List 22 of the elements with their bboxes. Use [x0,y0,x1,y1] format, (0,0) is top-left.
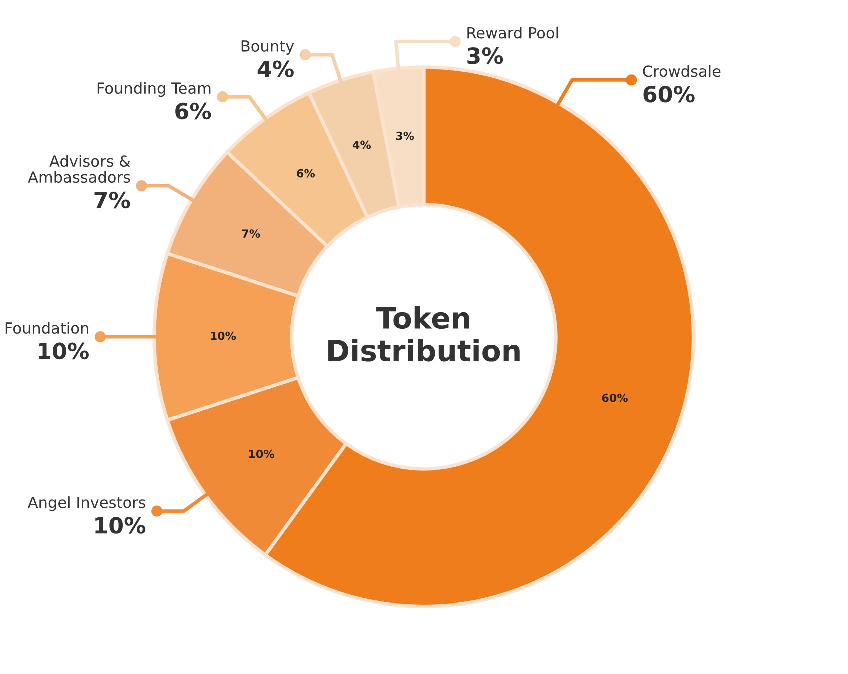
text: Token Distribution [328,306,520,362]
legend-label: Bounty [242,40,294,55]
text: 10% [39,342,89,360]
text: 60% [644,86,695,103]
text: 4% [258,60,294,78]
legend-label: Angel Investors [28,496,146,512]
text: 3% [468,48,504,64]
text: 7% [94,192,130,209]
legend-label: Foundation [6,322,88,334]
text: 6% [176,102,212,120]
slice-label: Reward Pool [468,26,558,39]
data-label: 10% [211,332,236,340]
slice-label: Advisors & Ambassadors [28,155,131,184]
data-label: 3% [396,132,414,140]
data-label: 4% [353,140,372,150]
slice-label: Crowdsale [643,65,721,78]
data-label: 6% [297,169,316,178]
legend-label: Founding Team [98,82,211,98]
text: 10% [96,517,146,534]
data-label: 60% [602,394,628,402]
data-label: 10% [249,450,274,458]
data-label: 7% [242,230,260,238]
